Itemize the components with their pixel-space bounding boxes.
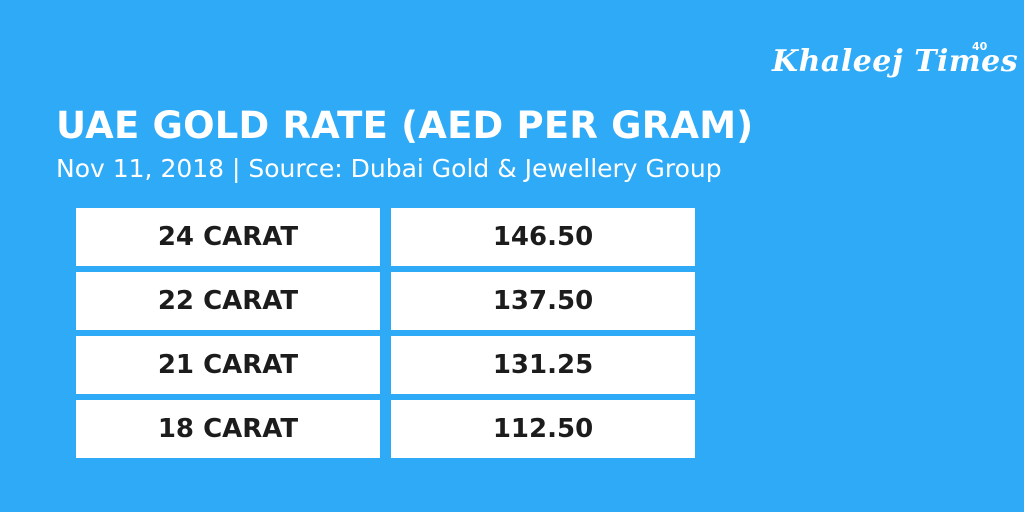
logo-wordmark: Khaleej Times xyxy=(772,44,1019,79)
carat-cell: 22 CARAT xyxy=(76,272,380,330)
table-row: 22 CARAT 137.50 xyxy=(76,272,696,330)
carat-cell: 18 CARAT xyxy=(76,400,380,458)
anniversary-badge: 40 xyxy=(972,40,988,53)
table-row: 18 CARAT 112.50 xyxy=(76,400,696,458)
price-cell: 112.50 xyxy=(391,400,695,458)
carat-cell: 21 CARAT xyxy=(76,336,380,394)
price-cell: 137.50 xyxy=(391,272,695,330)
page-subtitle: Nov 11, 2018 | Source: Dubai Gold & Jewe… xyxy=(56,154,722,183)
carat-cell: 24 CARAT xyxy=(76,208,380,266)
khaleej-times-logo: Khaleej Times 40 xyxy=(772,40,1018,88)
table-row: 21 CARAT 131.25 xyxy=(76,336,696,394)
gold-rate-table: 24 CARAT 146.50 22 CARAT 137.50 21 CARAT… xyxy=(76,208,696,464)
price-cell: 146.50 xyxy=(391,208,695,266)
table-row: 24 CARAT 146.50 xyxy=(76,208,696,266)
page-title: UAE GOLD RATE (AED PER GRAM) xyxy=(56,104,754,147)
price-cell: 131.25 xyxy=(391,336,695,394)
